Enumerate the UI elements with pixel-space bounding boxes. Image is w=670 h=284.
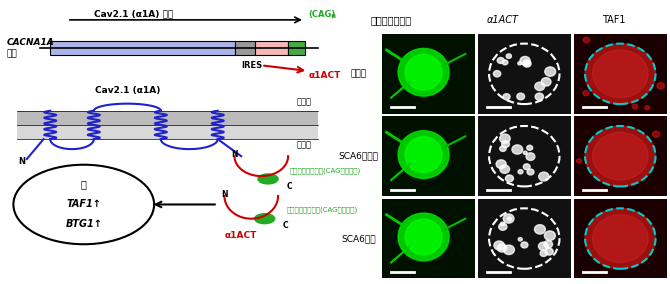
Circle shape	[502, 141, 509, 147]
Circle shape	[527, 169, 534, 175]
Text: SCA6ホモ: SCA6ホモ	[341, 234, 376, 243]
Text: 細胞内: 細胞内	[297, 140, 312, 149]
Ellipse shape	[13, 165, 154, 244]
Bar	[255, 41, 288, 55]
Text: 転写: 転写	[7, 49, 17, 59]
Circle shape	[540, 250, 547, 256]
Circle shape	[535, 82, 545, 91]
Circle shape	[500, 222, 505, 226]
Circle shape	[494, 241, 505, 250]
Text: 細胞外: 細胞外	[297, 98, 312, 107]
Circle shape	[498, 223, 507, 230]
Circle shape	[517, 93, 525, 100]
Circle shape	[585, 208, 655, 269]
Text: 核: 核	[81, 179, 86, 190]
Circle shape	[545, 248, 553, 255]
Text: TAF1↑: TAF1↑	[66, 199, 101, 210]
Circle shape	[545, 67, 555, 76]
Text: TAF1: TAF1	[602, 15, 626, 26]
Circle shape	[539, 242, 548, 250]
Bar	[17, 125, 318, 139]
Ellipse shape	[405, 219, 442, 255]
Circle shape	[657, 83, 665, 89]
Text: N: N	[18, 157, 25, 166]
Ellipse shape	[405, 137, 442, 172]
Text: 健常人: 健常人	[350, 69, 366, 78]
Circle shape	[592, 215, 648, 262]
Bar	[50, 41, 234, 55]
Circle shape	[520, 57, 530, 65]
Circle shape	[632, 104, 638, 109]
Ellipse shape	[398, 48, 449, 96]
Text: (CAG): (CAG)	[308, 10, 336, 19]
Bar	[234, 41, 255, 55]
Circle shape	[592, 132, 648, 180]
Text: ポリグルタミン酸(CAGリピート): ポリグルタミン酸(CAGリピート)	[290, 167, 361, 174]
Circle shape	[583, 91, 589, 96]
Circle shape	[518, 237, 522, 241]
Circle shape	[541, 78, 551, 86]
Text: IRES: IRES	[241, 61, 263, 70]
Circle shape	[503, 94, 510, 100]
Bar	[17, 111, 318, 125]
Circle shape	[539, 172, 549, 181]
Circle shape	[535, 93, 543, 100]
Text: BTG1↑: BTG1↑	[65, 219, 103, 229]
Circle shape	[518, 62, 521, 65]
Circle shape	[544, 241, 553, 248]
Text: ポリグルタミン酸(CAGリピート): ポリグルタミン酸(CAGリピート)	[287, 207, 358, 214]
Circle shape	[503, 245, 515, 254]
Text: α1ACT: α1ACT	[486, 15, 519, 26]
Circle shape	[585, 126, 655, 186]
Circle shape	[526, 153, 535, 160]
Text: C: C	[283, 221, 289, 230]
Circle shape	[527, 145, 533, 150]
Text: N: N	[231, 150, 238, 159]
Circle shape	[523, 151, 527, 154]
Ellipse shape	[405, 54, 442, 90]
Circle shape	[544, 231, 555, 240]
Text: CACNA1A: CACNA1A	[7, 38, 54, 47]
Circle shape	[507, 54, 511, 59]
Circle shape	[523, 164, 530, 170]
Circle shape	[585, 44, 655, 104]
Circle shape	[493, 71, 500, 77]
Circle shape	[497, 57, 505, 63]
Circle shape	[500, 134, 510, 143]
Text: α1ACT: α1ACT	[308, 71, 340, 80]
Circle shape	[592, 50, 648, 98]
Circle shape	[505, 175, 513, 182]
Circle shape	[583, 37, 590, 43]
Ellipse shape	[398, 213, 449, 261]
Text: n: n	[330, 12, 335, 19]
Ellipse shape	[258, 174, 278, 184]
Text: C: C	[287, 181, 292, 191]
Circle shape	[500, 146, 506, 151]
Circle shape	[535, 225, 545, 234]
Circle shape	[521, 242, 528, 248]
Circle shape	[512, 145, 523, 154]
Circle shape	[524, 61, 530, 66]
Circle shape	[507, 217, 511, 221]
Text: カルビンディン: カルビンディン	[371, 15, 411, 26]
Circle shape	[497, 244, 507, 252]
Text: N: N	[221, 190, 228, 199]
Circle shape	[645, 106, 650, 110]
Circle shape	[500, 165, 510, 173]
Text: α1ACT: α1ACT	[224, 231, 257, 240]
Circle shape	[503, 214, 514, 223]
Circle shape	[496, 160, 506, 168]
Circle shape	[502, 60, 508, 65]
Text: Cav2.1 (α1A) 翻訳: Cav2.1 (α1A) 翻訳	[94, 10, 174, 19]
Circle shape	[518, 170, 523, 174]
Ellipse shape	[398, 131, 449, 178]
Ellipse shape	[255, 214, 275, 224]
Circle shape	[653, 131, 660, 137]
Text: SCA6ヘテロ: SCA6ヘテロ	[338, 152, 379, 161]
Text: Cav2.1 (α1A): Cav2.1 (α1A)	[94, 86, 160, 95]
Circle shape	[576, 159, 582, 163]
Bar	[288, 41, 305, 55]
Circle shape	[523, 60, 531, 67]
